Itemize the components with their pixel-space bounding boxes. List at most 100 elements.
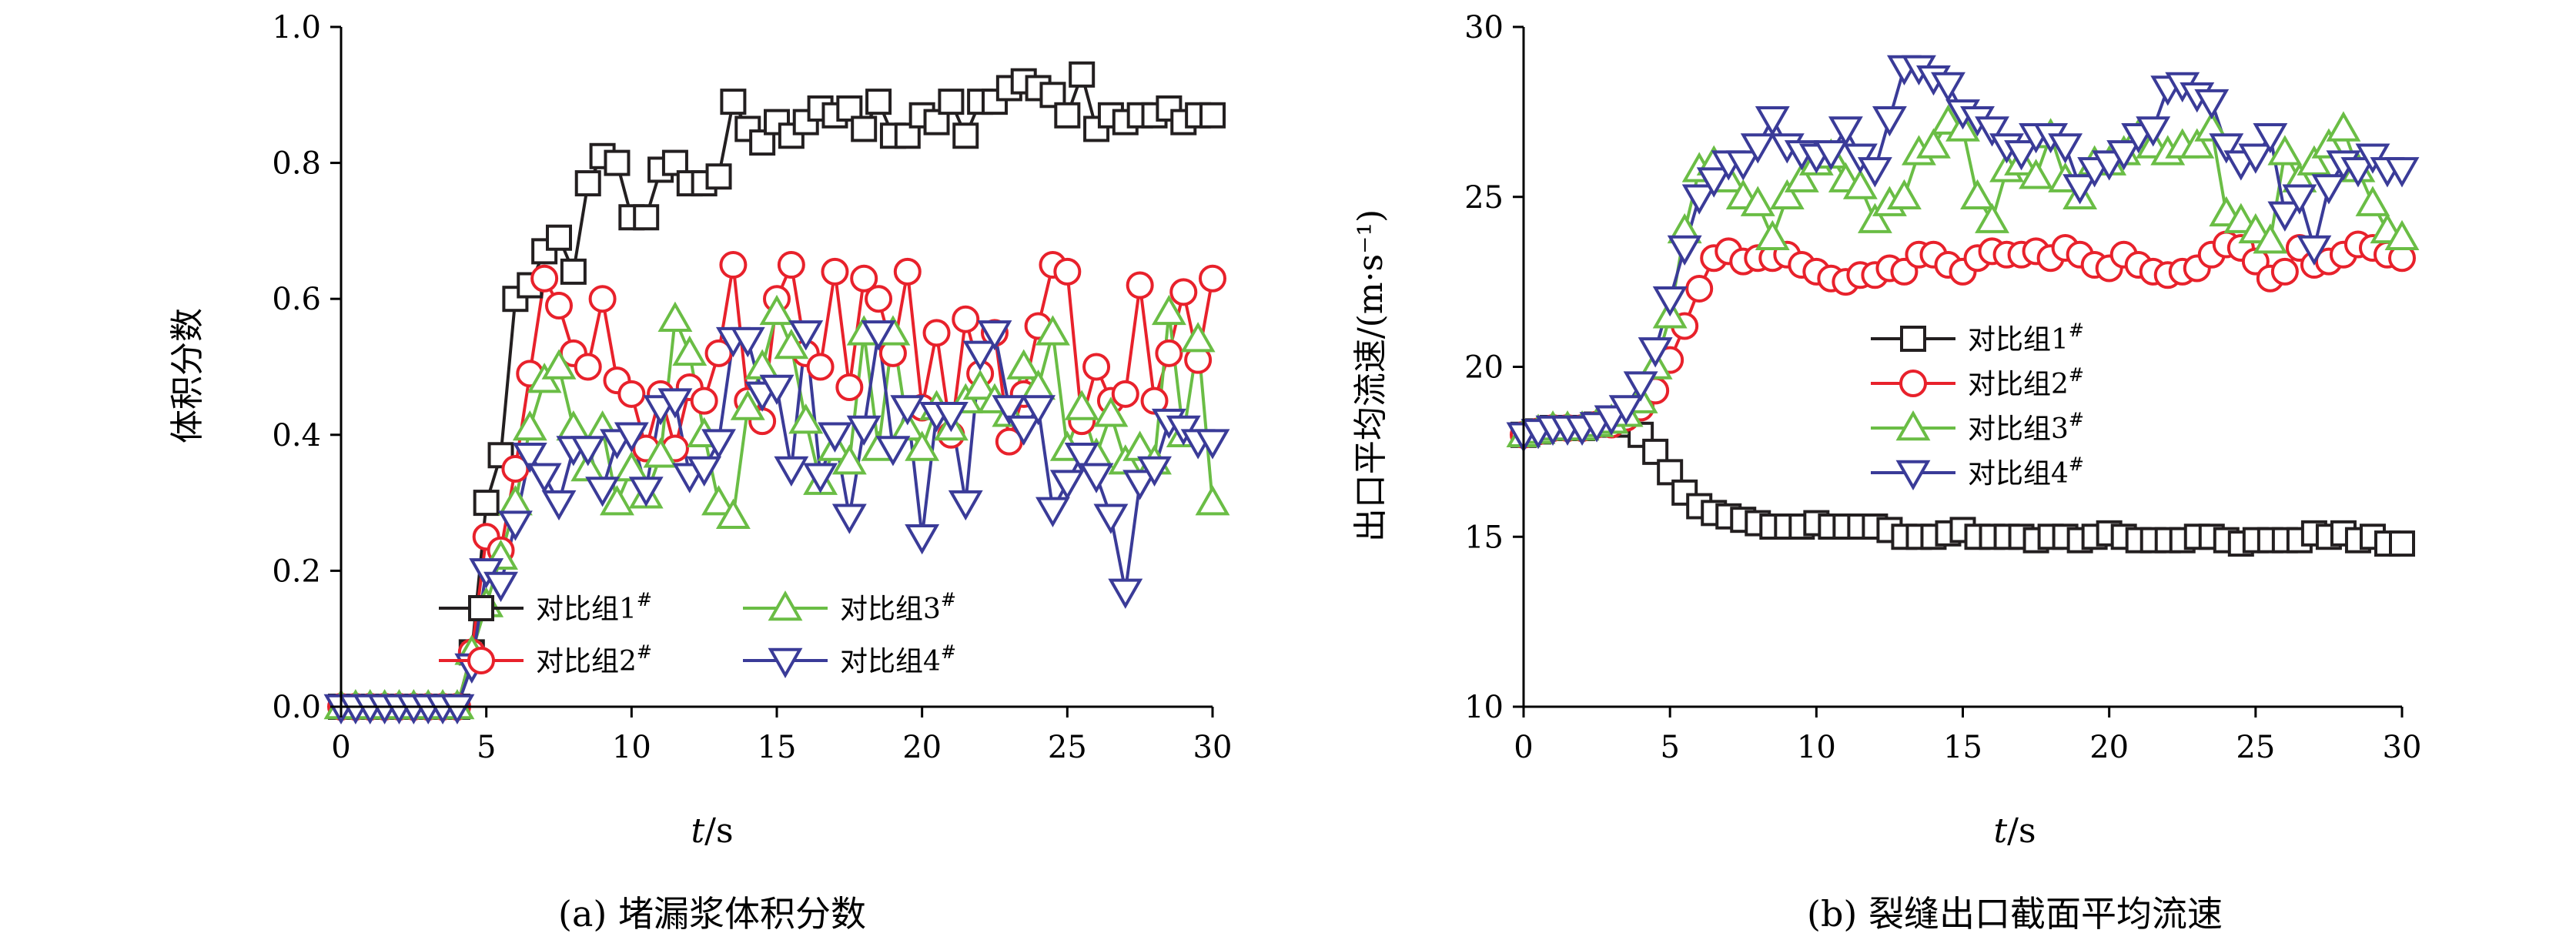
- panel-a-legend: 对比组1# 对比组2# 对比组3# 对比组4#: [439, 589, 956, 679]
- panel-a-x-tick-label: 0: [331, 730, 350, 765]
- panel-a-x-axis-title: t/s: [691, 811, 733, 851]
- panel-b-series-4-point: [2004, 140, 2039, 171]
- panel-b-x-tick-label: 25: [2236, 730, 2275, 765]
- panel-a-series-3-point: [556, 410, 591, 441]
- panel-a-series-4-point: [1195, 429, 1230, 460]
- panel-a-series-4-point: [831, 503, 867, 534]
- panel-b-series-4-point: [2106, 140, 2142, 171]
- panel-a-x-axis-var: t: [691, 811, 704, 851]
- panel-b-series-3-point: [2223, 202, 2259, 233]
- panel-a-legend-item-1: 对比组1#: [439, 589, 652, 625]
- panel-a-series-1-point: [473, 490, 500, 517]
- panel-a-series-2-point: [617, 380, 646, 408]
- panel-a-y-axis-title: 体积分数: [168, 308, 207, 443]
- panel-a-series-2-point: [1199, 264, 1226, 293]
- panel-b-x-tick-label: 30: [2383, 730, 2422, 765]
- panel-a-series-2-point: [1169, 278, 1198, 306]
- panel-a-series-4-point: [977, 320, 1012, 351]
- panel-a-series-3-point: [541, 349, 577, 380]
- panel-b-x-tick-label: 20: [2089, 730, 2129, 765]
- panel-a-series-2-point: [865, 285, 893, 313]
- panel-a-y-tick-label: 1.0: [272, 10, 321, 45]
- panel-b-series-3-point: [1784, 162, 1819, 192]
- panel-a-series-4-point: [803, 463, 838, 493]
- panel-a-series-4-point: [701, 429, 736, 460]
- panel-a-series-4-point: [875, 436, 911, 467]
- panel-a-series-3-point: [1006, 349, 1042, 380]
- panel-a-series-1-point: [952, 122, 979, 149]
- panel-a-series-4-point: [774, 456, 809, 487]
- panel-b-y-tick-label: 25: [1464, 180, 1504, 216]
- panel-b-series-4-point: [2282, 184, 2317, 215]
- panel-b-legend-marker: [1895, 410, 1931, 441]
- panel-b-y-tick-label: 10: [1464, 690, 1504, 725]
- panel-a-series-4-point: [440, 694, 475, 725]
- panel-a-series-4-point: [585, 477, 621, 507]
- panel-b-series-3-point: [1769, 179, 1805, 209]
- panel-b-series-4-point: [2062, 174, 2098, 205]
- panel-a-series-4-point: [1108, 578, 1143, 609]
- panel-a-legend-superscript: #: [637, 641, 652, 663]
- panel-a-series-4-point: [527, 463, 562, 493]
- panel-b-legend-item-1: 对比组1#: [1871, 319, 2084, 356]
- panel-b-series-3-point: [2355, 186, 2390, 216]
- panel-a-series-3-point: [788, 403, 824, 434]
- panel-a-series-2-point: [952, 305, 980, 333]
- panel-a-legend-label: 对比组4#: [840, 641, 956, 677]
- panel-a-series-1-point: [851, 115, 878, 142]
- panel-a-series-4-markers: [323, 320, 1230, 725]
- panel-b-plot-marks: [1506, 55, 2420, 557]
- panel-b-legend-label: 对比组3#: [1968, 409, 2084, 445]
- panel-b-series-3-point: [2384, 219, 2420, 250]
- panel-a-series-4-point: [1093, 503, 1129, 534]
- panel-b-legend-marker: [1895, 460, 1931, 491]
- panel-a-legend-label: 对比组1#: [536, 589, 652, 625]
- panel-b-legend-superscript: #: [2069, 364, 2084, 386]
- panel-a-legend-marker: [468, 595, 494, 621]
- panel-a-series-4-point: [905, 524, 940, 555]
- panel-b-x-tick-label: 5: [1660, 730, 1679, 765]
- panel-b-legend-item-2: 对比组2#: [1871, 364, 2084, 400]
- panel-a-series-4-point: [759, 374, 795, 406]
- panel-b-series-3-point: [1842, 169, 1878, 199]
- panel-a-legend-superscript: #: [941, 589, 956, 610]
- panel-a-y-tick-label: 0.6: [272, 282, 321, 317]
- panel-a-series-4-point: [614, 422, 649, 453]
- panel-a-series-4-point: [1079, 463, 1114, 493]
- panel-a-series-1-point: [1199, 102, 1226, 129]
- panel-a-x-tick-label: 15: [758, 730, 797, 765]
- panel-a-series-4-point: [788, 320, 824, 351]
- panel-a-series-2-point: [588, 285, 617, 313]
- panel-a-series-4-point: [512, 443, 547, 473]
- panel-b-series-4-point: [2253, 123, 2288, 154]
- panel-a-legend-marker: [768, 590, 803, 621]
- panel-a-series-3-point: [701, 485, 736, 516]
- panel-b-legend-marker: [1900, 326, 1926, 352]
- panel-a-series-3-point: [831, 444, 867, 475]
- panel-a-series-4-point: [1064, 443, 1099, 473]
- panel-a-legend-superscript: #: [941, 641, 956, 663]
- panel-a-x-tick-label: 30: [1193, 730, 1233, 765]
- panel-a-series-2-point: [1155, 339, 1183, 367]
- panel-a-series-3-point: [905, 430, 940, 461]
- panel-a-series-4-point: [846, 415, 882, 447]
- panel-b-series-4-point: [2136, 116, 2171, 147]
- panel-b-series-4-point: [1681, 184, 1717, 215]
- panel-b-series-3-point: [1740, 186, 1775, 216]
- panel-a-series-3-point: [715, 498, 751, 530]
- panel-b-x-axis-var: t: [1993, 811, 2007, 851]
- panel-a-series-2-point: [1126, 271, 1154, 299]
- panel-b-series-4-point: [1740, 133, 1775, 164]
- panel-a-series-4-point: [1049, 470, 1085, 500]
- panel-a-y-tick-label: 0.8: [272, 146, 321, 182]
- panel-a-series-4-point: [962, 340, 998, 371]
- panel-a-series-2-point: [545, 292, 573, 320]
- panel-a-series-1-point: [560, 258, 587, 285]
- panel-a-series-4-point: [1137, 456, 1172, 487]
- panel-b-legend-label: 对比组4#: [1968, 453, 2084, 490]
- panel-b-series-3-point: [2253, 223, 2288, 254]
- panel-a-series-4-point: [483, 571, 518, 603]
- panel-b-series-4-point: [2267, 201, 2303, 232]
- panel-a-series-2-point: [574, 353, 602, 381]
- panel-b-legend-item-4: 对比组4#: [1871, 453, 2084, 491]
